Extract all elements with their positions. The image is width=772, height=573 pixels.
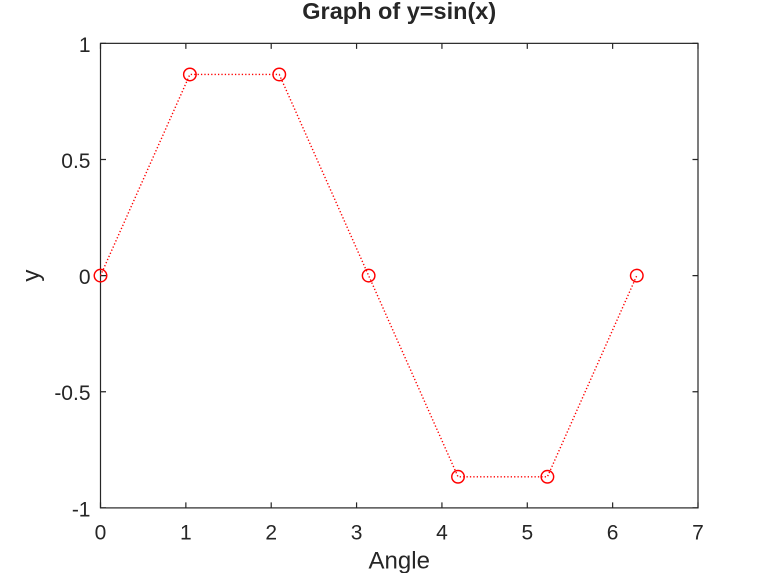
svg-text:-0.5: -0.5 xyxy=(54,382,90,405)
svg-text:6: 6 xyxy=(607,522,619,545)
svg-text:Graph of y=sin(x): Graph of y=sin(x) xyxy=(302,0,496,24)
svg-text:y: y xyxy=(18,270,45,282)
svg-text:0: 0 xyxy=(95,522,107,545)
svg-text:7: 7 xyxy=(692,522,704,545)
svg-text:1: 1 xyxy=(79,34,91,57)
svg-text:3: 3 xyxy=(351,522,363,545)
svg-text:0.5: 0.5 xyxy=(61,150,90,173)
svg-text:0: 0 xyxy=(79,266,91,289)
svg-text:4: 4 xyxy=(436,522,448,545)
svg-text:1: 1 xyxy=(180,522,192,545)
svg-text:Angle: Angle xyxy=(369,547,430,573)
svg-text:-1: -1 xyxy=(72,498,91,521)
svg-text:5: 5 xyxy=(521,522,533,545)
svg-text:2: 2 xyxy=(265,522,277,545)
